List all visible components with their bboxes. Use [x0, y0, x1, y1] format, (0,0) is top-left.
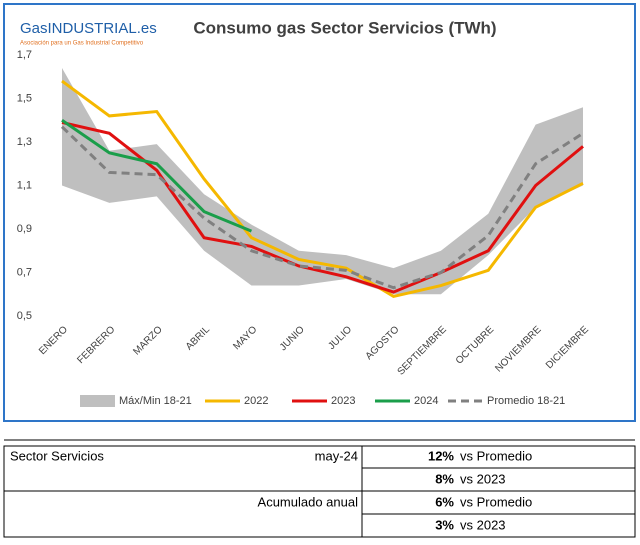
pct: 6% [435, 494, 454, 509]
pct-note: vs Promedio [460, 494, 532, 509]
row-period: may-24 [315, 448, 358, 463]
legend-label: 2023 [331, 395, 355, 407]
row-label: Sector Servicios [10, 448, 104, 463]
pct: 8% [435, 471, 454, 486]
logo-tagline: Asociación para un Gas Industrial Compet… [20, 41, 144, 47]
pct-note: vs 2023 [460, 471, 506, 486]
chart-title: Consumo gas Sector Servicios (TWh) [193, 18, 496, 37]
series-line [60, 125, 584, 290]
pct-note: vs 2023 [460, 517, 506, 532]
y-tick-label: 0,9 [17, 223, 32, 235]
y-tick-label: 0,5 [17, 310, 32, 322]
legend-swatch [80, 395, 115, 407]
series-line [61, 79, 584, 299]
series-line [61, 120, 584, 294]
series-line [61, 119, 253, 233]
legend-label: Máx/Min 18-21 [119, 395, 192, 407]
summary-table: Sector Servicios may-24 12% vs Promedio 8% vs… [3, 439, 636, 538]
y-tick-label: 1,3 [17, 136, 32, 148]
y-tick-label: 1,5 [17, 92, 32, 104]
legend-label: 2022 [244, 395, 268, 407]
row-label: Acumulado anual [258, 494, 359, 509]
pct-note: vs Promedio [460, 448, 532, 463]
chart-frame [3, 3, 636, 422]
legend-label: 2024 [414, 395, 438, 407]
pct: 3% [435, 517, 454, 532]
range-band [62, 68, 583, 295]
y-tick-label: 1,7 [17, 49, 32, 61]
y-tick-label: 0,7 [17, 266, 32, 278]
logo: GasINDUSTRIAL.es [20, 20, 157, 37]
pct: 12% [428, 448, 454, 463]
y-tick-label: 1,1 [17, 179, 32, 191]
legend-label: Promedio 18-21 [487, 395, 565, 407]
